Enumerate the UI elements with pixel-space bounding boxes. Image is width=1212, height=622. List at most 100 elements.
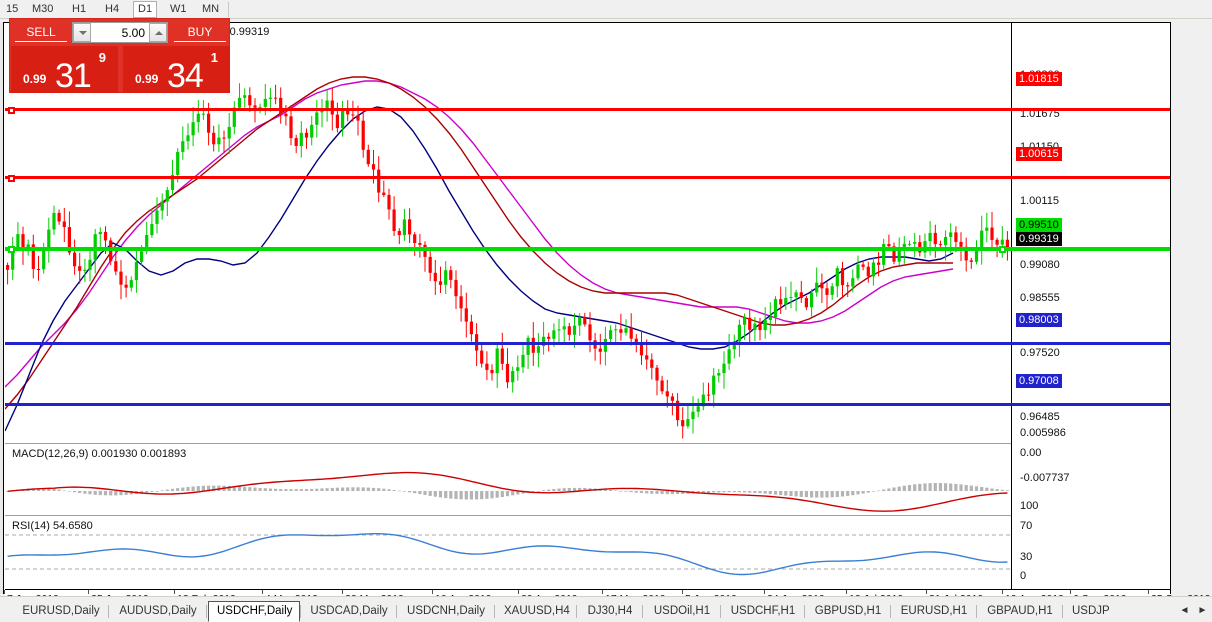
bid-price-fraction: 9 (98, 50, 106, 65)
one-click-trading-panel: SELL 5.00 BUY 0.99 31 9 0.99 34 1 (9, 18, 230, 93)
level-label-097008[interactable]: 0.97008 (1016, 374, 1062, 388)
tab-usdchf-h1[interactable]: USDCHF,H1 (730, 605, 796, 617)
toolbar-separator (228, 2, 229, 17)
tab-usdjp[interactable]: USDJP (1072, 605, 1110, 617)
quantity-decrease-button[interactable] (73, 23, 91, 42)
level-label-100615[interactable]: 1.00615 (1016, 147, 1062, 161)
tab-scroll-right-icon[interactable]: ► (1197, 605, 1208, 616)
date-tick-2 (174, 590, 175, 594)
current-level-line-099510[interactable] (5, 247, 1170, 251)
tab-usdoil-h1[interactable]: USDOil,H1 (653, 605, 711, 617)
level-label-099510[interactable]: 0.99510 (1016, 218, 1062, 232)
support-line-098003[interactable] (5, 342, 1170, 345)
tab-usdchf-daily[interactable]: USDCHF,Daily (208, 601, 300, 622)
tab-gbpusd-h1[interactable]: GBPUSD,H1 (814, 605, 882, 617)
current-price-label: 0.99319 (1016, 232, 1062, 246)
tab-eurusd-h1[interactable]: EURUSD,H1 (900, 605, 968, 617)
tab-separator-7 (720, 605, 721, 618)
ask-price-fraction: 1 (210, 50, 218, 65)
date-tick-0 (4, 590, 5, 594)
bid-price-prefix: 0.99 (23, 72, 47, 86)
tab-separator-1 (206, 605, 207, 618)
tab-separator-10 (976, 605, 977, 618)
quantity-increase-button[interactable] (149, 23, 167, 42)
timeframe-d1[interactable]: D1 (133, 1, 158, 18)
quantity-stepper[interactable]: 5.00 (72, 22, 168, 43)
symbol-tab-bar: EURUSD,Daily AUDUSD,Daily USDCHF,Daily USDC… (0, 596, 1212, 622)
rsi-svg (5, 533, 1010, 576)
date-tick-5 (432, 590, 433, 594)
rsi-label: RSI(14) 54.6580 (12, 520, 93, 532)
tab-separator-0 (108, 605, 109, 618)
tab-xauusd-h4[interactable]: XAUUSD,H4 (504, 605, 570, 617)
tab-usdcad-daily[interactable]: USDCAD,Daily (310, 605, 388, 617)
date-tick-13 (1070, 590, 1071, 594)
caret-down-icon (79, 31, 87, 35)
price-tick-5: 0.99080 (1020, 259, 1060, 271)
tab-eurusd-daily[interactable]: EURUSD,Daily (22, 605, 100, 617)
date-tick-7 (602, 590, 603, 594)
price-tick-6: 0.98555 (1020, 292, 1060, 304)
level-label-101815[interactable]: 1.01815 (1016, 72, 1062, 86)
rsi-plot[interactable] (5, 517, 1010, 587)
timeframe-h4[interactable]: H4 (105, 3, 120, 15)
tab-scroll-left-icon[interactable]: ◄ (1179, 605, 1190, 616)
timeframe-m30[interactable]: M30 (32, 3, 54, 15)
rsi-tick-2: 30 (1020, 551, 1033, 563)
rsi-tick-0: 100 (1020, 500, 1039, 512)
price-plot[interactable] (5, 35, 1010, 442)
bid-price-box[interactable]: 0.99 31 9 (11, 46, 118, 93)
ask-price-main: 34 (167, 57, 204, 93)
macd-tick-1: 0.00 (1020, 447, 1042, 459)
candlestick-series (6, 83, 1009, 439)
resistance-line-100615[interactable] (5, 176, 1170, 179)
sell-button[interactable]: SELL (15, 23, 67, 42)
macd-svg (6, 471, 1009, 512)
level-label-098003[interactable]: 0.98003 (1016, 313, 1062, 327)
timeframe-toolbar: 15 M30 H1 H4 D1 W1 MN (0, 0, 1212, 19)
timeframe-mn[interactable]: MN (202, 3, 220, 15)
timeframe-m15[interactable]: 15 (6, 3, 19, 15)
rsi-tick-3: 0 (1020, 570, 1027, 582)
tab-separator-3 (396, 605, 397, 618)
macd-tick-2: -0.007737 (1020, 472, 1070, 484)
timeframe-h1[interactable]: H1 (72, 3, 87, 15)
date-tick-14 (1148, 590, 1149, 594)
resistance-line-101815[interactable] (5, 108, 1170, 111)
date-tick-3 (262, 590, 263, 594)
macd-pane-divider (5, 443, 1170, 444)
current-level-line-099510-handle-right[interactable] (999, 246, 1006, 253)
tab-usdcnh-daily[interactable]: USDCNH,Daily (407, 605, 485, 617)
rsi-pane-divider (5, 515, 1170, 516)
tab-gbpaud-h1[interactable]: GBPAUD,H1 (987, 605, 1053, 617)
date-tick-11 (926, 590, 927, 594)
date-tick-9 (764, 590, 765, 594)
caret-up-icon (155, 31, 163, 35)
price-tick-7: 0.97520 (1020, 347, 1060, 359)
tab-audusd-daily[interactable]: AUDUSD,Daily (119, 605, 197, 617)
price-tick-8: 0.96485 (1020, 411, 1060, 423)
tab-separator-4 (494, 605, 495, 618)
date-tick-1 (88, 590, 89, 594)
date-tick-6 (518, 590, 519, 594)
tab-separator-9 (890, 605, 891, 618)
buy-button[interactable]: BUY (174, 23, 226, 42)
current-level-line-099510-handle-left[interactable] (8, 246, 15, 253)
tab-separator-6 (642, 605, 643, 618)
support-line-097008[interactable] (5, 403, 1170, 406)
resistance-line-101815-handle[interactable] (8, 107, 15, 114)
macd-plot[interactable] (5, 445, 1010, 515)
resistance-line-100615-handle[interactable] (8, 175, 15, 182)
date-tick-8 (682, 590, 683, 594)
ask-price-prefix: 0.99 (135, 72, 159, 86)
tab-dj30-h4[interactable]: DJ30,H4 (587, 605, 633, 617)
quantity-value[interactable]: 5.00 (121, 26, 145, 40)
bid-price-main: 31 (55, 57, 92, 93)
trade-panel-top: SELL 5.00 BUY (10, 19, 231, 45)
timeframe-w1[interactable]: W1 (170, 3, 187, 15)
ask-price-box[interactable]: 0.99 34 1 (123, 46, 230, 93)
chart-area: USDCHF,Daily0.99361 0.99397 0.99201 0.99… (3, 22, 1211, 607)
tab-separator-11 (1062, 605, 1063, 618)
